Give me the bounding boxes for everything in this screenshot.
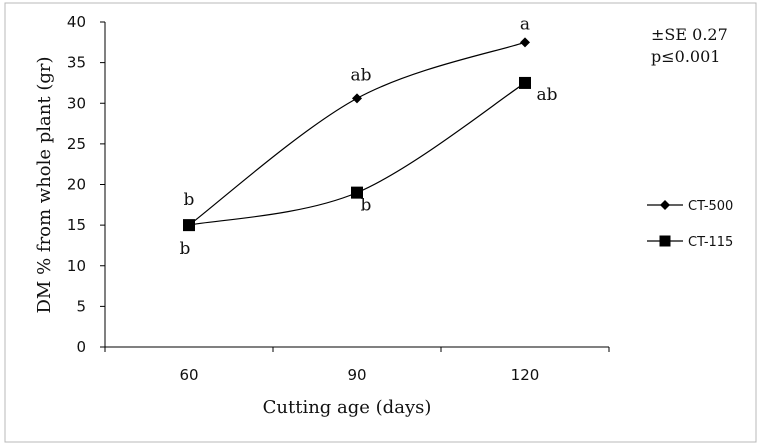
legend-item-ct-115: CT-115 — [647, 235, 733, 250]
chart-frame — [4, 2, 757, 443]
x-tick-group: 60 90 120 — [104, 347, 610, 384]
legend-item-ct-500: CT-500 — [647, 199, 733, 214]
data-point-ct-115 — [183, 219, 195, 232]
significance-label: b — [180, 239, 191, 259]
y-tick-label: 25 — [67, 135, 86, 153]
p-value-annotation: p≤0.001 — [651, 47, 720, 66]
significance-label: ab — [536, 85, 557, 105]
se-annotation: ±SE 0.27 — [651, 25, 728, 44]
data-point-ct-115 — [519, 76, 531, 89]
significance-label: a — [520, 14, 530, 34]
x-tick-label: 90 — [347, 366, 366, 384]
y-tick-label: 10 — [67, 257, 86, 275]
diamond-marker-icon — [660, 200, 670, 210]
x-axis-title: Cutting age (days) — [263, 397, 432, 418]
significance-label: b — [184, 190, 195, 210]
y-axis-title: DM % from whole plant (gr) — [34, 56, 55, 313]
y-tick-label: 30 — [67, 94, 86, 112]
y-tick-label: 40 — [67, 13, 86, 31]
legend-label-ct-500: CT-500 — [688, 199, 733, 214]
y-tick-label: 35 — [67, 54, 86, 72]
y-tick-group: 0 5 10 15 20 25 30 35 40 — [67, 13, 105, 356]
series-layer — [183, 37, 531, 232]
significance-label: ab — [350, 65, 371, 85]
data-point-ct-500 — [352, 93, 362, 104]
y-tick-label: 5 — [76, 297, 86, 315]
legend-label-ct-115: CT-115 — [688, 235, 733, 250]
x-tick-label: 60 — [179, 366, 198, 384]
y-tick-label: 15 — [67, 216, 86, 234]
data-point-ct-500 — [520, 37, 530, 48]
y-tick-label: 0 — [76, 338, 86, 356]
square-marker-icon — [659, 235, 671, 247]
data-point-ct-115 — [351, 186, 363, 199]
significance-label: b — [361, 196, 372, 216]
x-tick-label: 120 — [511, 366, 540, 384]
legend: CT-500 CT-115 — [647, 199, 733, 250]
y-tick-label: 20 — [67, 176, 86, 194]
